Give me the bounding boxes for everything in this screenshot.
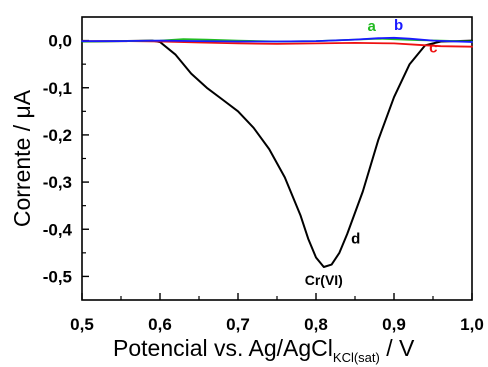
x-tick-label: 0,6 bbox=[148, 315, 172, 334]
peak-annotation: Cr(VI) bbox=[305, 272, 343, 288]
y-tick-label: -0,1 bbox=[43, 79, 72, 98]
y-tick-label: -0,4 bbox=[43, 220, 73, 239]
y-tick-label: 0,0 bbox=[48, 32, 72, 51]
y-tick-label: -0,5 bbox=[43, 267, 72, 286]
x-axis-title: Potencial vs. Ag/AgClKCl(sat) / V bbox=[113, 335, 415, 365]
x-tick-label: 0,5 bbox=[70, 315, 94, 334]
x-axis-title-subscript: KCl(sat) bbox=[333, 350, 380, 365]
series-layer bbox=[81, 36, 473, 268]
x-tick-label: 0,8 bbox=[304, 315, 328, 334]
x-axis-title-main: Potencial vs. Ag/AgCl bbox=[113, 335, 333, 361]
x-tick-label: 0,7 bbox=[226, 315, 250, 334]
x-tick-label: 0,9 bbox=[382, 315, 406, 334]
series-label-b: b bbox=[394, 17, 403, 34]
x-tick-label: 1,0 bbox=[460, 315, 484, 334]
series-line-b bbox=[81, 36, 473, 43]
y-tick-label: -0,3 bbox=[43, 173, 72, 192]
series-label-a: a bbox=[367, 18, 376, 35]
y-axis-title: Corrente / μA bbox=[9, 89, 35, 227]
series-label-c: c bbox=[429, 39, 437, 56]
x-axis-title-tail: / V bbox=[380, 335, 415, 361]
y-tick-label: -0,2 bbox=[43, 126, 72, 145]
axis-ticks: 0,5 0,6 0,7 0,8 0,9 1,0 0,0 -0,1 -0,2 -0,3 -0,4 -0,… bbox=[43, 32, 484, 334]
series-line-d bbox=[81, 39, 473, 268]
series-labels: a b c d bbox=[351, 17, 437, 247]
series-label-d: d bbox=[351, 230, 360, 247]
